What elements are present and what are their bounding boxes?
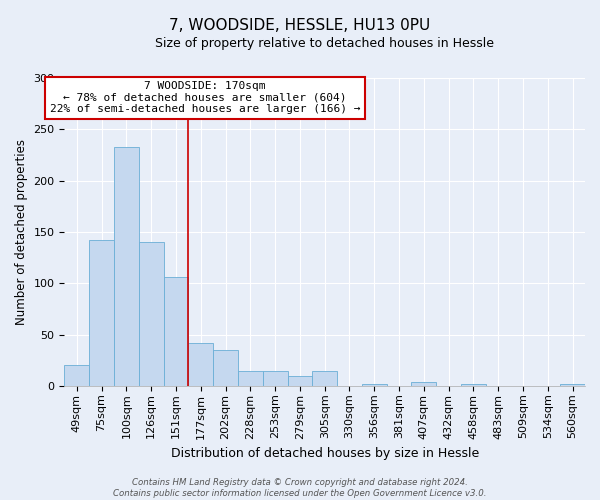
- Bar: [238, 370, 263, 386]
- Title: Size of property relative to detached houses in Hessle: Size of property relative to detached ho…: [155, 38, 494, 51]
- X-axis label: Distribution of detached houses by size in Hessle: Distribution of detached houses by size …: [170, 447, 479, 460]
- Bar: [89, 240, 114, 386]
- Bar: [313, 370, 337, 386]
- Bar: [213, 350, 238, 386]
- Text: Contains HM Land Registry data © Crown copyright and database right 2024.
Contai: Contains HM Land Registry data © Crown c…: [113, 478, 487, 498]
- Bar: [412, 382, 436, 386]
- Bar: [362, 384, 386, 386]
- Bar: [461, 384, 486, 386]
- Bar: [139, 242, 164, 386]
- Bar: [164, 277, 188, 386]
- Bar: [560, 384, 585, 386]
- Y-axis label: Number of detached properties: Number of detached properties: [15, 139, 28, 325]
- Bar: [188, 343, 213, 386]
- Text: 7, WOODSIDE, HESSLE, HU13 0PU: 7, WOODSIDE, HESSLE, HU13 0PU: [169, 18, 431, 32]
- Bar: [64, 366, 89, 386]
- Bar: [114, 147, 139, 386]
- Text: 7 WOODSIDE: 170sqm
← 78% of detached houses are smaller (604)
22% of semi-detach: 7 WOODSIDE: 170sqm ← 78% of detached hou…: [50, 81, 360, 114]
- Bar: [287, 376, 313, 386]
- Bar: [263, 370, 287, 386]
